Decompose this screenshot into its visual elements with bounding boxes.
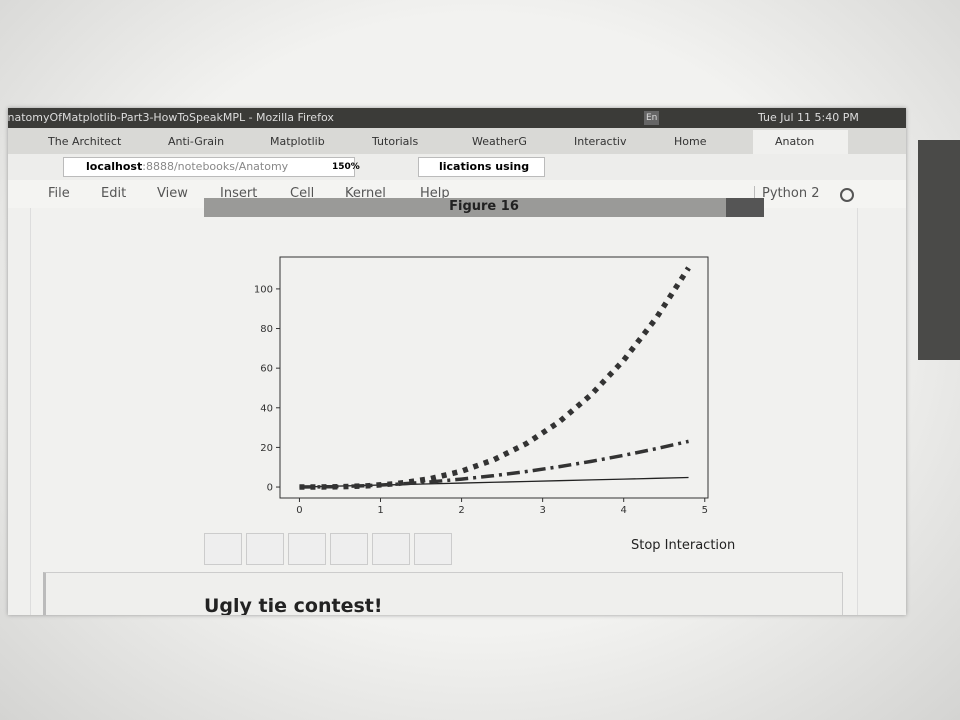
lang-indicator: En: [644, 111, 660, 125]
menu-item[interactable]: Kernel: [345, 186, 386, 201]
url-path: :8888/notebooks/Anatomy: [142, 160, 289, 173]
markdown-cell: Ugly tie contest!: [43, 572, 843, 615]
save-button[interactable]: [414, 533, 452, 565]
kernel-name: Python 2: [754, 186, 819, 201]
menu-item[interactable]: File: [48, 186, 70, 201]
x-tick-label: 3: [539, 505, 545, 516]
active-tab[interactable]: Anaton: [753, 130, 848, 154]
title-bar: AnatomyOfMatplotlib-Part3-HowToSpeakMPL …: [8, 108, 906, 128]
tab[interactable]: The Architect: [48, 135, 122, 148]
x-tick-label: 5: [702, 505, 708, 516]
series-line: [299, 439, 689, 489]
search-text: lications using: [439, 160, 530, 173]
x-tick-label: 1: [377, 505, 383, 516]
close-figure[interactable]: [726, 198, 764, 217]
zoom[interactable]: 150%: [332, 162, 360, 172]
y-tick-label: 20: [260, 443, 273, 454]
tab[interactable]: Tutorials: [372, 135, 419, 148]
tab-bar: The Architect Anti-Grain Matplotlib Tuto…: [8, 128, 906, 154]
tab[interactable]: Matplotlib: [270, 135, 325, 148]
pan-button[interactable]: [330, 533, 368, 565]
tab[interactable]: WeatherG: [472, 135, 527, 148]
figure-header: Figure 16: [204, 198, 764, 217]
markdown-heading: Ugly tie contest!: [204, 595, 383, 615]
menu-item[interactable]: View: [157, 186, 188, 201]
tab[interactable]: Interactiv: [574, 135, 627, 148]
back-button[interactable]: [246, 533, 284, 565]
menu-item[interactable]: Edit: [101, 186, 127, 201]
menu-item[interactable]: Help: [420, 186, 450, 201]
forward-button[interactable]: [288, 533, 326, 565]
url-bar[interactable]: localhost:8888/notebooks/Anatomy 150%: [63, 157, 360, 177]
x-tick-label: 4: [621, 505, 627, 516]
y-tick-label: 60: [260, 364, 273, 375]
clock: Tue Jul 11 5:40 PM: [758, 111, 859, 124]
tab[interactable]: Home: [674, 135, 707, 148]
home-button[interactable]: [204, 533, 242, 565]
kernel-status: [840, 188, 854, 202]
x-tick-label: 2: [458, 505, 464, 516]
nav-bar: localhost:8888/notebooks/Anatomy 150% li…: [8, 154, 906, 181]
y-tick-label: 40: [260, 403, 273, 414]
tab[interactable]: Anti-Grain: [168, 135, 225, 148]
menu-item[interactable]: Insert: [220, 186, 258, 201]
zoom-button[interactable]: [372, 533, 410, 565]
y-tick-label: 100: [254, 284, 273, 295]
search-bar[interactable]: lications using: [418, 157, 545, 177]
menu-item[interactable]: Cell: [290, 186, 315, 201]
window-title: AnatomyOfMatplotlib-Part3-HowToSpeakMPL …: [8, 111, 334, 124]
y-tick-label: 80: [260, 324, 273, 335]
plot-area: [279, 256, 709, 499]
url-host: localhost: [86, 160, 143, 173]
y-tick-label: 0: [267, 483, 273, 494]
background-window: [918, 140, 960, 360]
x-tick-label: 0: [296, 505, 302, 516]
stop-interaction[interactable]: Stop Interaction: [631, 538, 736, 553]
chart: 0 20 40 60 80 100 0 1 2 3 4 5: [254, 256, 709, 516]
